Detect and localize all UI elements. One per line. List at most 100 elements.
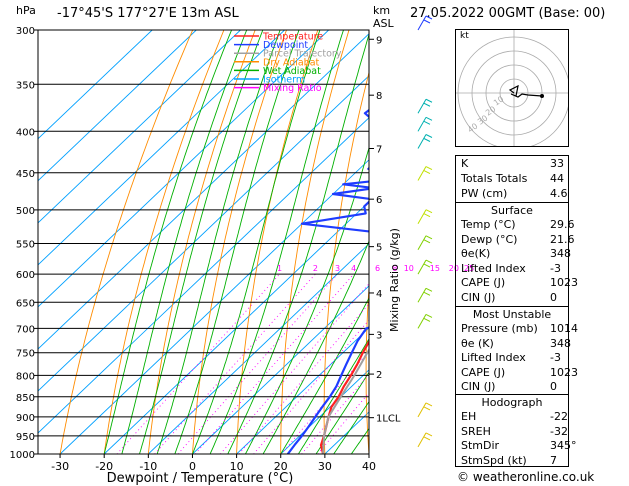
wet-adiabat-line (333, 400, 369, 454)
k-index-label: K (461, 157, 469, 170)
mixing-ratio-label: 25 (464, 264, 474, 273)
wind-barb (417, 166, 433, 181)
y-tick-label: 950 (16, 432, 35, 443)
index-table: K 33 Totals Totals 44 PW (cm) 4.6 Surface T… (455, 155, 578, 469)
most-unstable-section: Most Unstable Pressure (mb) 1014 θe (K) 348… (456, 306, 578, 395)
legend-entry: Isotherm (263, 75, 305, 86)
index-row-label: SREH (461, 424, 491, 438)
index-row: StmSpd (kt) 7 (456, 454, 568, 469)
chart-title: -17°45'S 177°27'E 13m ASL (57, 6, 239, 21)
wet-adiabat-line (103, 30, 233, 454)
most-unstable-title: Most Unstable (472, 308, 552, 321)
wind-barb (417, 116, 433, 132)
km-tick-label: 5 (376, 243, 382, 254)
wet-adiabat-line (315, 371, 369, 454)
mixing-ratio-line (238, 303, 369, 454)
mixing-ratio-label: 1 (277, 264, 282, 273)
wind-barb (417, 134, 433, 149)
y-tick-label: 1000 (10, 450, 35, 461)
index-row: CAPE (J) 1023 (456, 276, 578, 291)
series-temperature (319, 339, 369, 454)
mixing-ratio-label: 3 (335, 264, 340, 273)
index-row: Temp (°C) 29.6 (456, 218, 575, 233)
index-row-label: Dewp (°C) (461, 232, 518, 246)
index-row-label: StmSpd (kt) (461, 453, 527, 467)
wind-barb (417, 432, 433, 448)
index-row-label: Temp (°C) (461, 218, 516, 231)
index-row-label: Lifted Index (461, 351, 526, 364)
hpa-label: hPa (16, 4, 36, 17)
wind-barb (417, 98, 433, 114)
series-parcel-trajectory (322, 347, 369, 454)
index-row-value: -3 (550, 261, 561, 275)
date-header: 27.05.2022 00GMT (Base: 00) (410, 6, 606, 21)
hodograph-index-section: Hodograph EH -22 SREH -32 StmDir 345° StmSpd (… (456, 394, 577, 469)
dry-adiabat-line (103, 30, 225, 454)
index-row-value: -3 (550, 351, 561, 364)
mixing-ratio-line (194, 273, 355, 454)
index-row-value: 7 (550, 453, 557, 467)
y-tick-label: 900 (16, 413, 35, 424)
y-tick-label: 650 (16, 298, 35, 309)
index-row-value: 0 (550, 290, 557, 304)
x-tick-label: -30 (51, 460, 69, 473)
wind-barb (417, 259, 433, 275)
hodograph: 10 20 30 40 (456, 30, 568, 146)
x-tick-label: -20 (95, 460, 113, 473)
mixing-ratio-label: 2 (313, 264, 318, 273)
index-row: StmDir 345° (456, 439, 577, 454)
index-row-label: StmDir (461, 439, 500, 452)
wind-barb (417, 287, 433, 303)
hodograph-storm-point (540, 94, 544, 98)
wind-barb (417, 235, 433, 251)
isotherm-line (192, 285, 369, 454)
y-tick-label: 400 (16, 127, 35, 138)
plot-frame (37, 29, 370, 455)
mixing-ratio-line (154, 273, 316, 454)
dry-adiabat-line (147, 30, 256, 454)
totals-label: Totals Totals (461, 172, 528, 185)
index-row-label: CAPE (J) (461, 276, 506, 289)
surface-title: Surface (491, 204, 533, 217)
index-row-value: 0 (550, 380, 557, 393)
x-tick-label: 10 (230, 460, 244, 473)
isotherm-line (38, 30, 241, 224)
mixing-ratio-label: 8 (392, 264, 397, 273)
km-tick-label: 8 (376, 91, 382, 102)
index-row: Lifted Index -3 (456, 351, 568, 366)
mixing-ratio-line (116, 273, 280, 454)
legend-entry: Parcel Trajectory (263, 49, 342, 60)
y-tick-label: 500 (16, 206, 35, 217)
hodograph-trace (508, 84, 543, 98)
index-row-label: θe(K) (461, 247, 491, 260)
legend-entry: Wet Adiabat (263, 66, 321, 77)
wind-barb (417, 402, 433, 418)
wind-barb (417, 15, 433, 31)
y-tick-label: 750 (16, 349, 35, 360)
km-label: km (373, 4, 391, 17)
index-row: θe (K) 348 (456, 336, 571, 352)
wind-barb (417, 209, 433, 224)
index-row-value: 348 (550, 336, 571, 350)
y-tick-label: 800 (16, 371, 35, 382)
mixing-ratio-label: 20 (449, 264, 459, 273)
mixing-ratio-axis-label: Mixing Ratio (g/kg) (388, 228, 401, 332)
mixing-ratio-label: 6 (375, 264, 380, 273)
index-row-label: θe (K) (461, 336, 494, 350)
k-index-value: 33 (550, 157, 564, 170)
series-dewpoint (286, 108, 369, 454)
km-tick-label: 3 (376, 330, 382, 341)
isotherm-line (236, 327, 369, 454)
dry-adiabat-line (407, 30, 443, 454)
asl-label: ASL (373, 17, 394, 30)
isotherm-line (38, 30, 153, 140)
hodograph-panel: 10 20 30 40 kt (455, 29, 569, 147)
y-tick-label: 850 (16, 393, 35, 404)
km-tick-label: 1LCL (376, 414, 401, 425)
y-tick-label: 550 (16, 240, 35, 251)
isotherm-line (59, 159, 369, 454)
y-tick-label: 700 (16, 324, 35, 335)
pw-value: 4.6 (550, 187, 568, 200)
index-row: Pressure (mb) 1014 (456, 322, 578, 337)
